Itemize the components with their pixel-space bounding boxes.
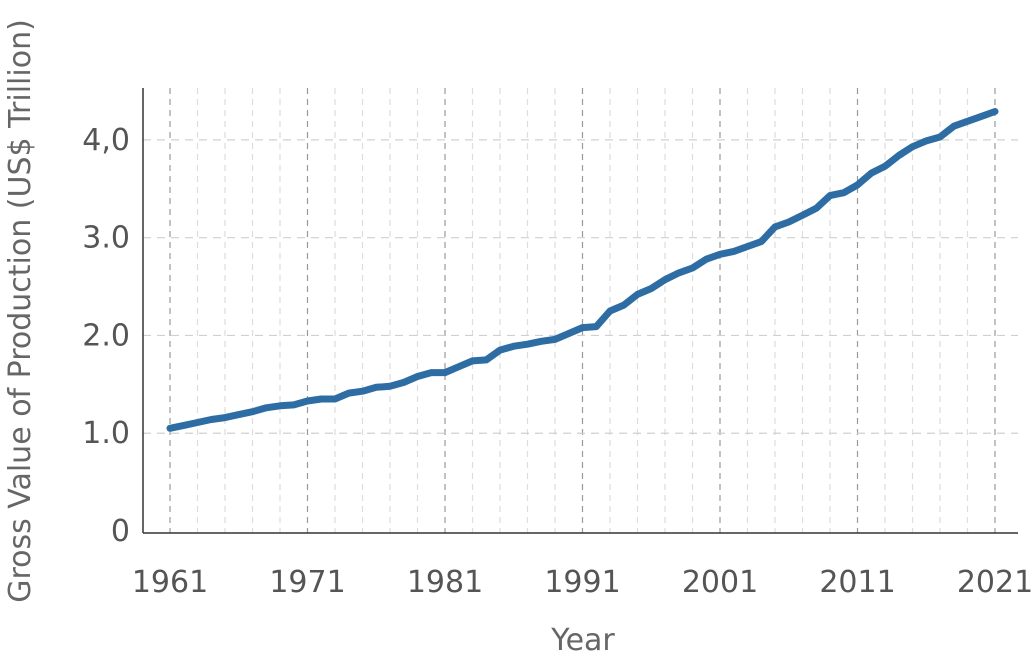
series-line <box>166 108 999 432</box>
x-tick-label: 1971 <box>269 565 345 600</box>
y-tick-label: 4,0 <box>82 123 130 158</box>
y-axis-title: Gross Value of Production (US$ Trillion) <box>3 19 38 603</box>
x-axis-tick-labels: 1961 1971 1981 1991 2001 2011 2021 <box>132 565 1033 600</box>
x-tick-label: 2011 <box>819 565 895 600</box>
x-tick-label: 1981 <box>407 565 483 600</box>
vertical-gridlines <box>169 88 996 533</box>
x-tick-label: 1991 <box>544 565 620 600</box>
x-tick-label: 1961 <box>132 565 208 600</box>
horizontal-gridlines <box>143 139 1018 434</box>
y-tick-label: 1.0 <box>82 416 130 451</box>
y-tick-label: 3.0 <box>82 221 130 256</box>
y-tick-label: 2.0 <box>82 318 130 353</box>
y-tick-label: 0 <box>111 514 130 549</box>
y-axis-tick-labels: 0 1.0 2.0 3.0 4,0 <box>82 123 130 549</box>
x-tick-label: 2021 <box>957 565 1033 600</box>
x-tick-label: 2001 <box>682 565 758 600</box>
x-axis-title: Year <box>550 623 615 658</box>
